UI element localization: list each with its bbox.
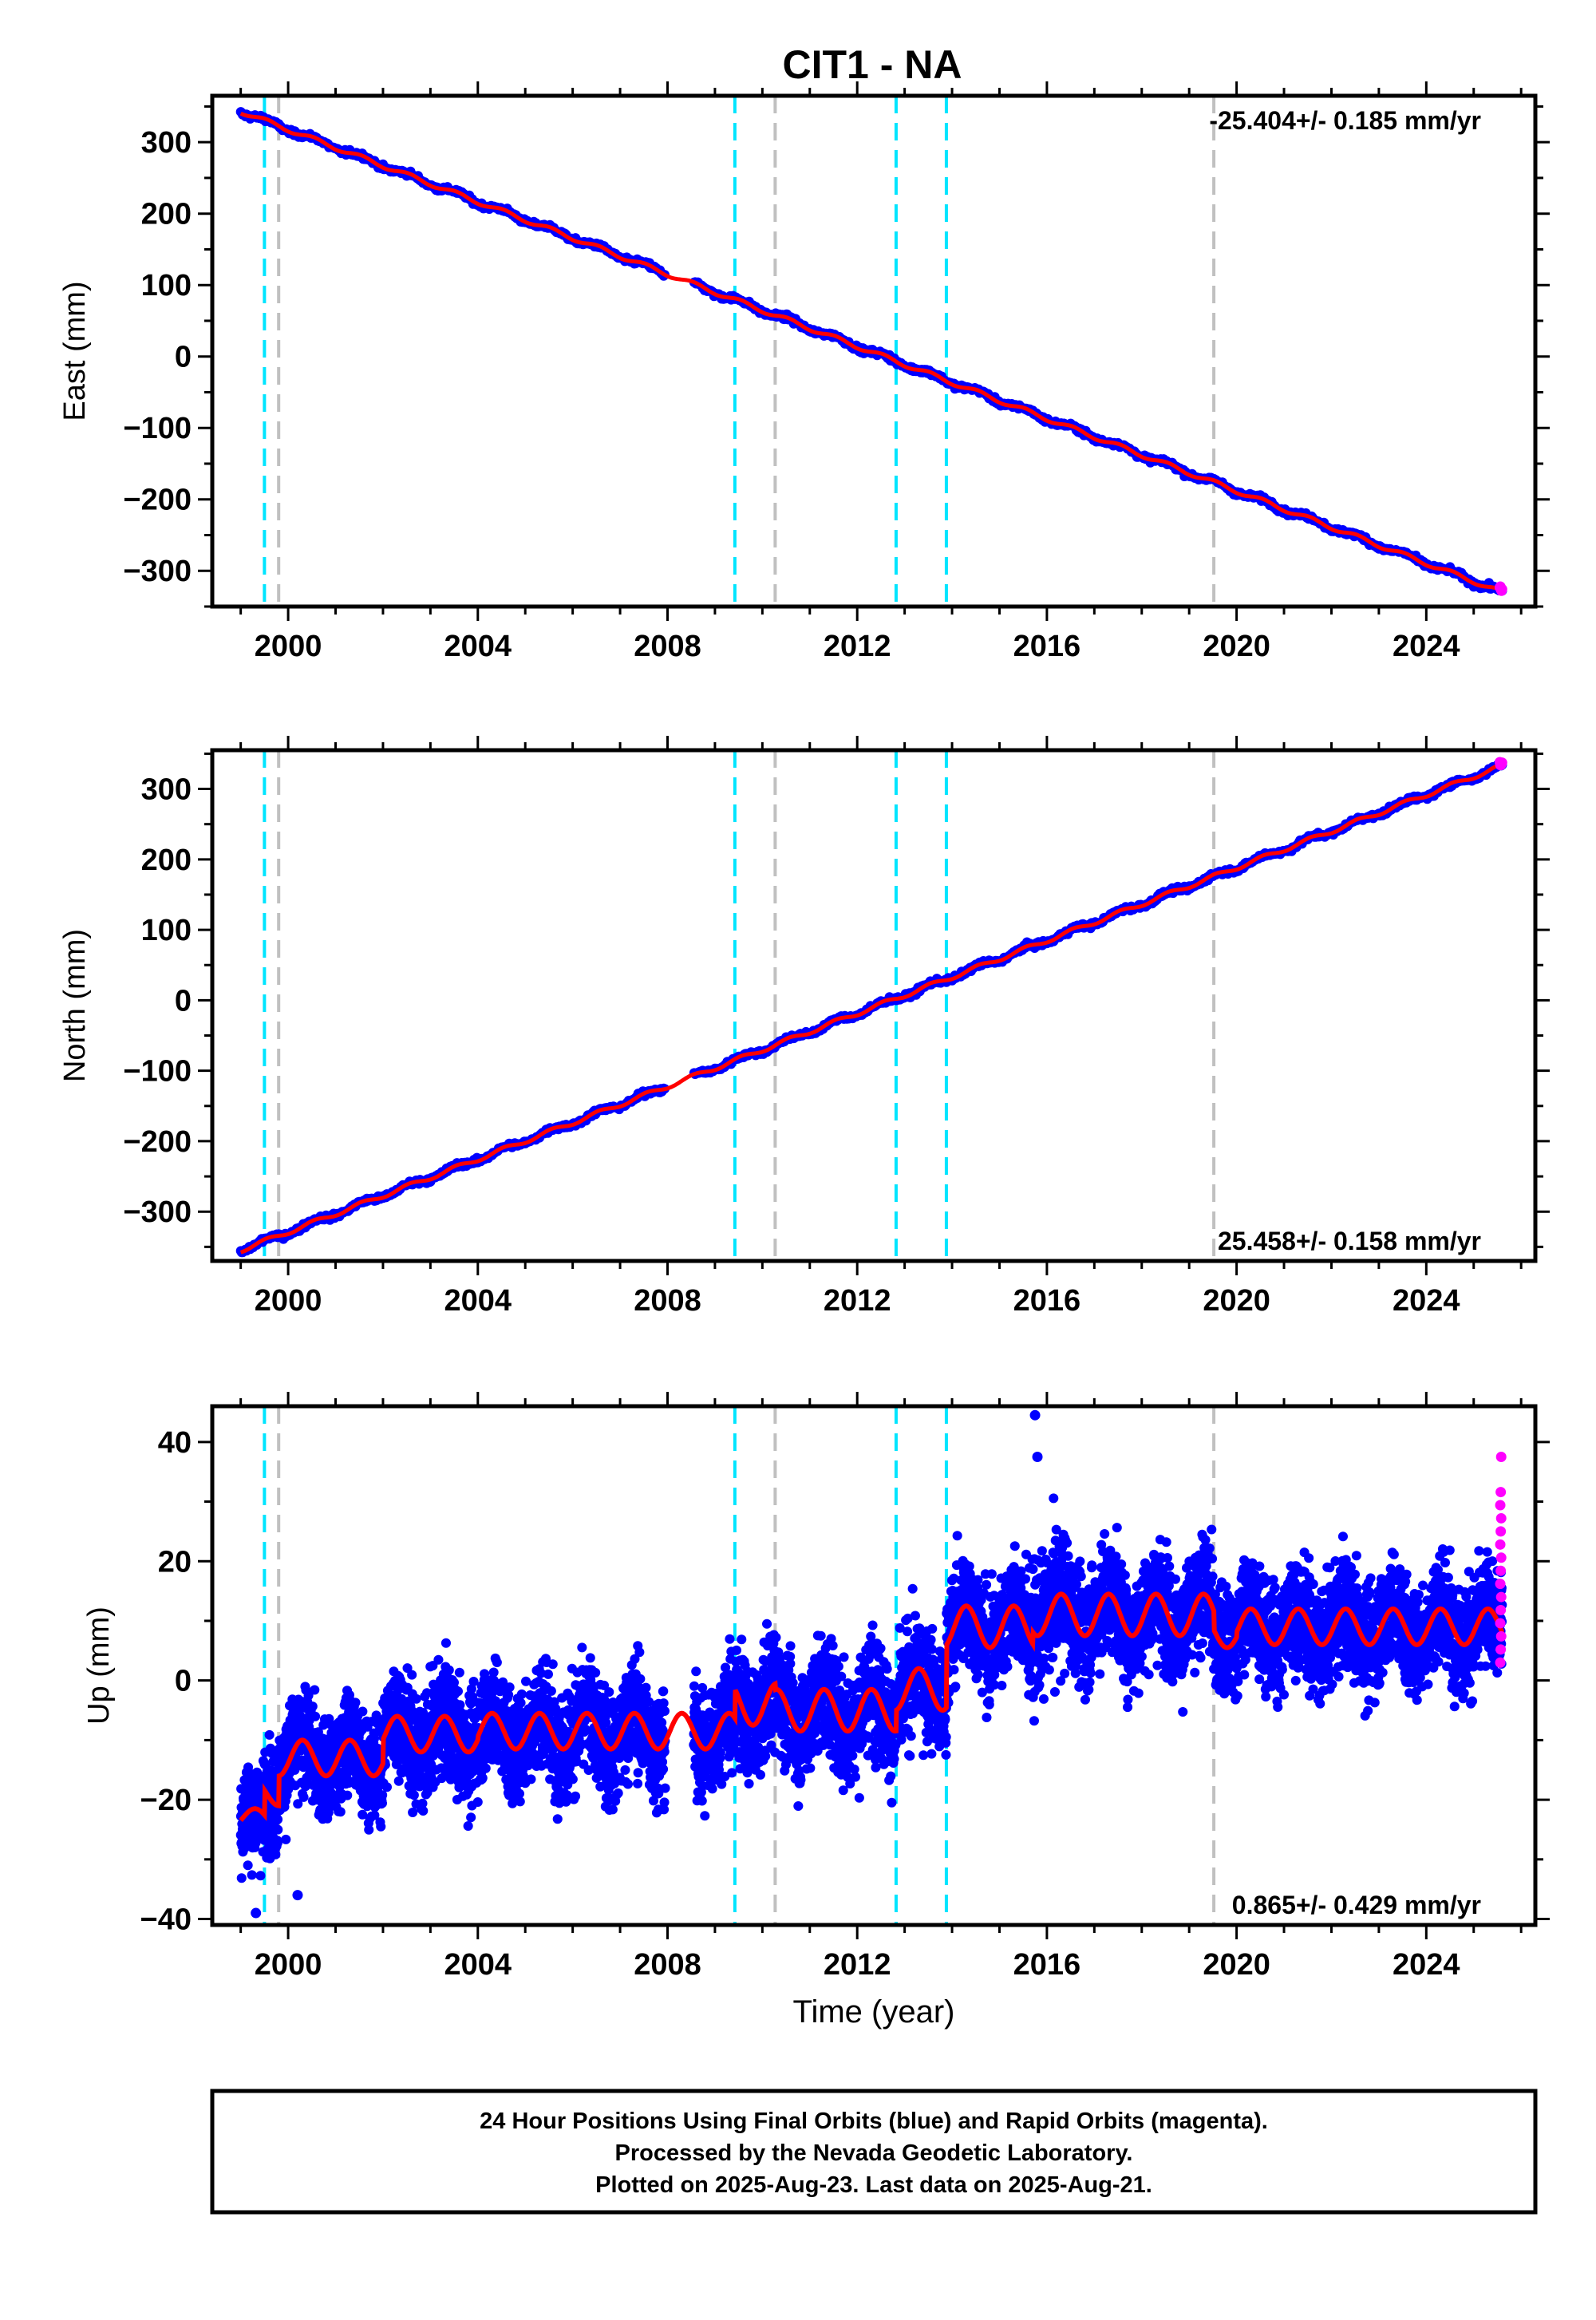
y-tick-label: −200 bbox=[123, 1125, 192, 1159]
x-tick-label: 2016 bbox=[1013, 630, 1081, 663]
x-tick-label: 2016 bbox=[1013, 1284, 1081, 1318]
x-tick-label: 2000 bbox=[255, 630, 322, 663]
plot-area bbox=[235, 750, 1507, 1261]
rapid-orbit-point bbox=[1495, 1512, 1507, 1524]
footer-line-1: 24 Hour Positions Using Final Orbits (bl… bbox=[480, 2109, 1268, 2134]
x-tick-label: 2012 bbox=[824, 1948, 891, 1982]
footer-frame bbox=[210, 2089, 1538, 2215]
rate-label: 0.865+/- 0.429 mm/yr bbox=[1232, 1891, 1481, 1919]
rate-label: -25.404+/- 0.185 mm/yr bbox=[1209, 106, 1481, 135]
x-tick-label: 2024 bbox=[1393, 1284, 1460, 1318]
y-axis-label: Up (mm) bbox=[82, 1607, 116, 1725]
model-fit-line bbox=[239, 1591, 1505, 1822]
north-panel: 2000 2004 2008 2012 2016 2020 2024−300−200−100… bbox=[58, 736, 1550, 1318]
outlier-point-2 bbox=[1032, 1452, 1043, 1463]
x-tick-label: 2024 bbox=[1393, 630, 1460, 663]
rapid-orbit-point bbox=[1495, 1552, 1507, 1563]
figure-title: CIT1 - NA bbox=[783, 42, 962, 87]
footer-line-2: Processed by the Nevada Geodetic Laborat… bbox=[615, 2140, 1133, 2166]
panel-frame bbox=[210, 93, 1538, 609]
x-tick-label: 2008 bbox=[634, 1948, 701, 1982]
rapid-orbit-point bbox=[1495, 1487, 1507, 1498]
x-tick-label: 2000 bbox=[255, 1284, 322, 1318]
y-tick-label: 100 bbox=[141, 269, 192, 302]
y-tick-label: −300 bbox=[123, 555, 192, 588]
east-panel: 2000 2004 2008 2012 2016 2020 2024−300−200−100… bbox=[58, 81, 1550, 663]
rapid-orbit-point bbox=[1495, 1618, 1506, 1629]
x-tick-label: 2008 bbox=[634, 630, 701, 663]
x-tick-label: 2020 bbox=[1203, 630, 1270, 663]
x-tick-label: 2004 bbox=[444, 630, 512, 663]
y-tick-label: −20 bbox=[140, 1784, 192, 1817]
x-tick-label: 2008 bbox=[634, 1284, 701, 1318]
rapid-orbit-point bbox=[1495, 1591, 1507, 1603]
x-tick-label: 2020 bbox=[1203, 1284, 1270, 1318]
y-tick-label: 0 bbox=[175, 1665, 192, 1698]
panel-frame bbox=[210, 1404, 1538, 1927]
footer-line-3: Plotted on 2025-Aug-23. Last data on 202… bbox=[595, 2172, 1152, 2198]
footer-box: 24 Hour Positions Using Final Orbits (bl… bbox=[210, 2089, 1538, 2215]
y-tick-label: −200 bbox=[123, 484, 192, 517]
y-tick-label: 40 bbox=[158, 1426, 192, 1460]
x-tick-label: 2016 bbox=[1013, 1948, 1081, 1982]
outlier-point-3 bbox=[1495, 1452, 1507, 1463]
y-tick-label: 100 bbox=[141, 914, 192, 947]
x-tick-label: 2004 bbox=[444, 1284, 512, 1318]
y-tick-label: 300 bbox=[141, 773, 192, 807]
rate-label: 25.458+/- 0.158 mm/yr bbox=[1218, 1227, 1481, 1255]
outlier-point-5 bbox=[292, 1890, 303, 1901]
rapid-orbit-point bbox=[1495, 1657, 1506, 1668]
rapid-orbit-point bbox=[1495, 1565, 1507, 1576]
x-tick-label: 2012 bbox=[824, 630, 891, 663]
x-tick-label: 2004 bbox=[444, 1948, 512, 1982]
y-tick-label: 0 bbox=[175, 984, 192, 1018]
rapid-orbit-point bbox=[1496, 757, 1507, 769]
y-tick-label: −100 bbox=[123, 412, 192, 445]
x-axis-label: Time (year) bbox=[793, 1994, 955, 2030]
y-tick-label: 300 bbox=[141, 126, 192, 160]
outlier-point-4 bbox=[251, 1907, 262, 1919]
y-tick-label: 0 bbox=[175, 341, 192, 374]
rapid-orbit-point bbox=[1496, 583, 1507, 595]
rapid-orbit-point bbox=[1495, 1644, 1507, 1655]
y-axis-label: North (mm) bbox=[58, 929, 92, 1082]
x-tick-label: 2020 bbox=[1203, 1948, 1270, 1982]
rapid-orbit-point bbox=[1495, 1630, 1507, 1642]
x-tick-label: 2000 bbox=[255, 1948, 322, 1982]
x-tick-label: 2024 bbox=[1393, 1948, 1460, 1982]
model-fit-line bbox=[239, 111, 1503, 592]
y-tick-label: −300 bbox=[123, 1196, 192, 1229]
plot-area bbox=[235, 96, 1507, 607]
panel-frame bbox=[210, 748, 1538, 1263]
y-tick-label: −40 bbox=[140, 1903, 192, 1937]
x-tick-label: 2012 bbox=[824, 1284, 891, 1318]
model-fit-line bbox=[239, 761, 1502, 1255]
rapid-orbit-point bbox=[1495, 1526, 1507, 1537]
up-panel: 2000 2004 2008 2012 2016 2020 2024 −40 −20 0 20 40 U… bbox=[82, 1392, 1550, 2030]
y-tick-label: 200 bbox=[141, 198, 192, 231]
plot-area bbox=[235, 1406, 1507, 1925]
y-tick-label: 200 bbox=[141, 844, 192, 877]
y-axis-label: East (mm) bbox=[58, 281, 92, 421]
rapid-orbit-point bbox=[1495, 1605, 1507, 1616]
rapid-orbit-point bbox=[1495, 1539, 1506, 1550]
y-tick-label: 20 bbox=[158, 1545, 192, 1579]
outlier-point-1 bbox=[1029, 1409, 1041, 1421]
y-tick-label: −100 bbox=[123, 1055, 192, 1089]
rapid-orbit-point bbox=[1495, 1579, 1506, 1590]
rapid-orbit-point bbox=[1495, 1500, 1506, 1511]
